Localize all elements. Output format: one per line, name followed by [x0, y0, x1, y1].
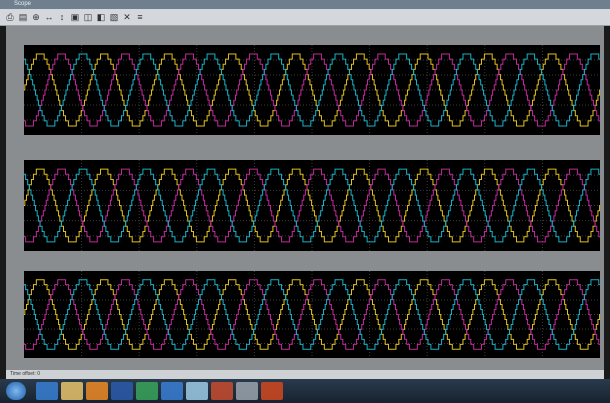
- window-title: Scope: [14, 1, 32, 7]
- bluetooth-icon[interactable]: [161, 382, 183, 400]
- print-icon[interactable]: ⎙: [6, 12, 14, 22]
- time-offset-label: Time offset: 0: [10, 371, 41, 377]
- parameters-icon[interactable]: ▤: [18, 12, 28, 22]
- matlab-icon[interactable]: [211, 382, 233, 400]
- signal-selection-icon[interactable]: ≡: [137, 12, 143, 22]
- taskbar: [0, 379, 610, 403]
- zoom-y-icon[interactable]: ↕: [59, 12, 65, 22]
- zoom-x-icon[interactable]: ↔: [44, 12, 54, 22]
- series-2-line: [24, 279, 600, 350]
- settings-icon[interactable]: [236, 382, 258, 400]
- word-icon[interactable]: [111, 382, 133, 400]
- panel-2-plot[interactable]: [24, 160, 600, 251]
- scope-toolbar: ⎙ ▤ ⊕ ↔ ↕ ▣ ◫ ◧ ▧ ✕ ≡: [0, 9, 610, 26]
- series-1-line: [24, 279, 600, 350]
- series-1-line: [24, 53, 600, 127]
- series-2-line: [24, 53, 600, 127]
- powerpoint-icon[interactable]: [261, 382, 283, 400]
- floating-scope-icon[interactable]: ▧: [109, 12, 119, 22]
- chrome-icon[interactable]: [136, 382, 158, 400]
- title-bar: Scope: [0, 0, 610, 9]
- series-3-line: [24, 168, 600, 243]
- panel-1-plot[interactable]: [24, 45, 600, 135]
- lock-axes-icon[interactable]: ✕: [123, 12, 131, 22]
- notepad-icon[interactable]: [186, 382, 208, 400]
- series-2-line: [24, 168, 600, 243]
- series-3-line: [24, 53, 600, 127]
- start-button[interactable]: [6, 382, 26, 400]
- scope-display: [6, 26, 604, 370]
- save-axes-icon[interactable]: ◫: [83, 12, 93, 22]
- internet-explorer-icon[interactable]: [36, 382, 58, 400]
- status-bar: Time offset: 0: [6, 370, 604, 379]
- series-3-line: [24, 279, 600, 350]
- series-1-line: [24, 168, 600, 243]
- media-player-icon[interactable]: [86, 382, 108, 400]
- zoom-in-icon[interactable]: ⊕: [32, 12, 40, 22]
- autoscale-icon[interactable]: ▣: [70, 12, 80, 22]
- panel-3-plot[interactable]: [24, 271, 600, 358]
- restore-axes-icon[interactable]: ◧: [96, 12, 106, 22]
- file-explorer-icon[interactable]: [61, 382, 83, 400]
